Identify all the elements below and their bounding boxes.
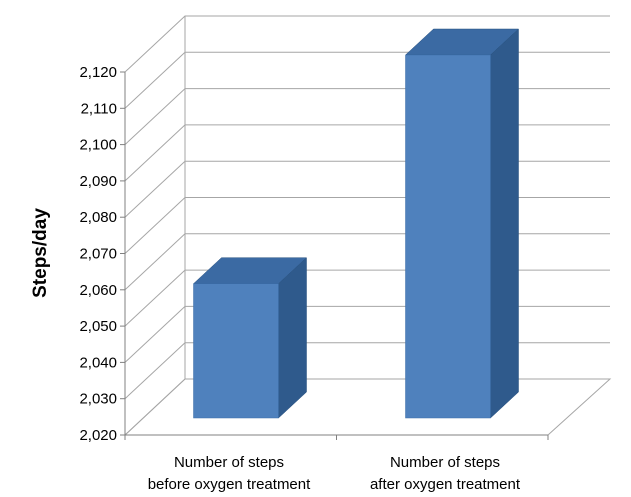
y-tick-label: 2,030 <box>79 391 117 408</box>
bar <box>404 28 520 419</box>
category-label: Number of steps <box>174 454 284 471</box>
gridline <box>124 88 610 145</box>
gridline <box>124 160 610 218</box>
category-label: Number of steps <box>390 454 500 471</box>
y-tick-label: 2,100 <box>79 137 117 154</box>
bar-side <box>490 28 519 419</box>
y-tick-label: 2,040 <box>79 354 117 371</box>
axes <box>120 16 612 440</box>
bar-front <box>405 54 491 419</box>
bar-front <box>193 283 279 419</box>
category-labels: Number of steps before oxygen treatment Nu… <box>148 454 521 493</box>
bars <box>192 28 520 419</box>
y-tick-label: 2,090 <box>79 173 117 190</box>
gridline <box>124 51 610 109</box>
bar <box>192 257 308 419</box>
gridline <box>124 15 610 73</box>
y-tick-labels: 2,020 2,030 2,040 2,050 2,060 2,070 2,080 2,090… <box>79 64 117 444</box>
y-tick-label: 2,050 <box>79 318 117 335</box>
y-tick-label: 2,110 <box>81 100 117 117</box>
y-tick-label: 2,020 <box>79 427 117 444</box>
y-tick-label: 2,060 <box>79 282 117 299</box>
category-label: before oxygen treatment <box>148 476 311 493</box>
floor <box>124 378 612 436</box>
y-tick-label: 2,070 <box>79 246 117 263</box>
y-tick-label: 2,120 <box>79 64 117 81</box>
gridline <box>124 124 610 182</box>
bar-side <box>278 257 307 419</box>
category-label: after oxygen treatment <box>370 476 521 493</box>
y-tick-label: 2,080 <box>79 209 117 226</box>
gridline <box>124 197 610 254</box>
y-axis-title: Steps/day <box>30 208 51 298</box>
